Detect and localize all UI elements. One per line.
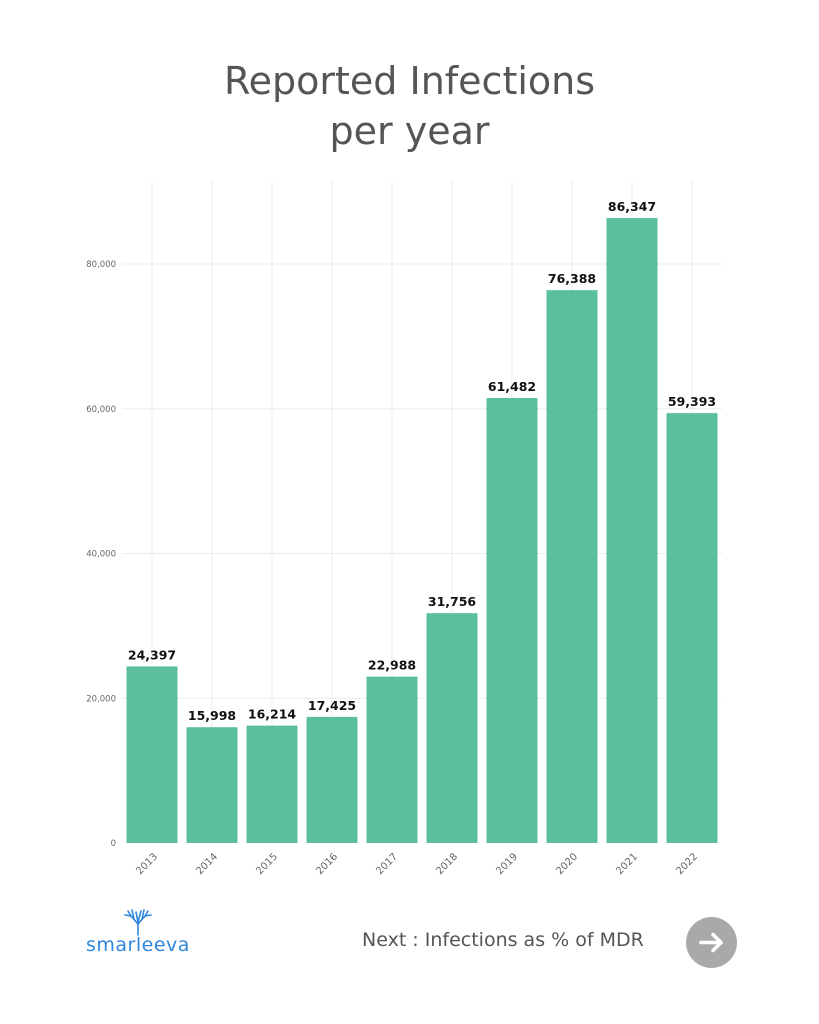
bar-2014 xyxy=(186,727,238,843)
bar-2013 xyxy=(126,666,178,843)
x-tick-label: 2017 xyxy=(374,851,400,877)
arrow-right-icon xyxy=(699,932,723,953)
bar-2022 xyxy=(666,413,718,843)
bar-2018 xyxy=(426,613,478,843)
x-tick-label: 2013 xyxy=(134,851,160,877)
data-label: 31,756 xyxy=(428,594,477,609)
bar-2017 xyxy=(366,676,418,843)
chart-title: Reported Infections per year xyxy=(0,56,819,156)
data-label: 86,347 xyxy=(608,199,656,214)
bar-2019 xyxy=(486,398,538,843)
data-label: 22,988 xyxy=(368,658,416,673)
data-label: 15,998 xyxy=(188,708,236,723)
bars xyxy=(126,218,718,843)
y-tick-label: 0 xyxy=(111,839,116,849)
brand-logo: smarleeva xyxy=(86,908,190,960)
x-tick-label: 2018 xyxy=(434,851,460,877)
data-label: 24,397 xyxy=(128,647,176,662)
x-tick-label: 2020 xyxy=(554,851,580,877)
chart-title-line-2: per year xyxy=(329,109,490,153)
y-tick-label: 60,000 xyxy=(86,405,116,415)
x-tick-label: 2021 xyxy=(614,851,640,877)
y-tick-label: 40,000 xyxy=(86,550,116,560)
x-tick-label: 2015 xyxy=(254,851,280,877)
next-label: Next : Infections as % of MDR xyxy=(362,929,644,951)
x-tick-label: 2016 xyxy=(314,851,340,877)
data-label: 16,214 xyxy=(248,707,297,722)
x-tick-label: 2014 xyxy=(194,851,220,877)
tree-icon xyxy=(124,909,152,936)
y-tick-label: 80,000 xyxy=(86,260,116,270)
x-axis-ticks: 2013 2014 2015 2016 2017 2018 2019 2020 2021 2022 xyxy=(134,851,700,877)
y-tick-label: 20,000 xyxy=(86,694,116,704)
brand-name: smarleeva xyxy=(86,934,190,956)
value-labels: 24,397 15,998 16,214 17,425 22,988 31,756 61,4… xyxy=(128,199,716,723)
next-button[interactable] xyxy=(686,917,737,968)
x-tick-label: 2019 xyxy=(494,851,520,877)
y-axis-ticks: 0 20,000 40,000 60,000 80,000 xyxy=(86,260,116,849)
data-label: 76,388 xyxy=(548,271,596,286)
data-label: 59,393 xyxy=(668,394,716,409)
bar-2021 xyxy=(606,218,658,843)
chart-title-line-1: Reported Infections xyxy=(223,59,596,103)
bar-2015 xyxy=(246,725,298,843)
bar-2020 xyxy=(546,290,598,843)
bar-2016 xyxy=(306,716,358,843)
data-label: 61,482 xyxy=(488,379,536,394)
x-tick-label: 2022 xyxy=(674,851,700,877)
bar-chart: 24,397 15,998 16,214 17,425 22,988 31,756 61,4… xyxy=(86,180,722,877)
data-label: 17,425 xyxy=(308,698,356,713)
